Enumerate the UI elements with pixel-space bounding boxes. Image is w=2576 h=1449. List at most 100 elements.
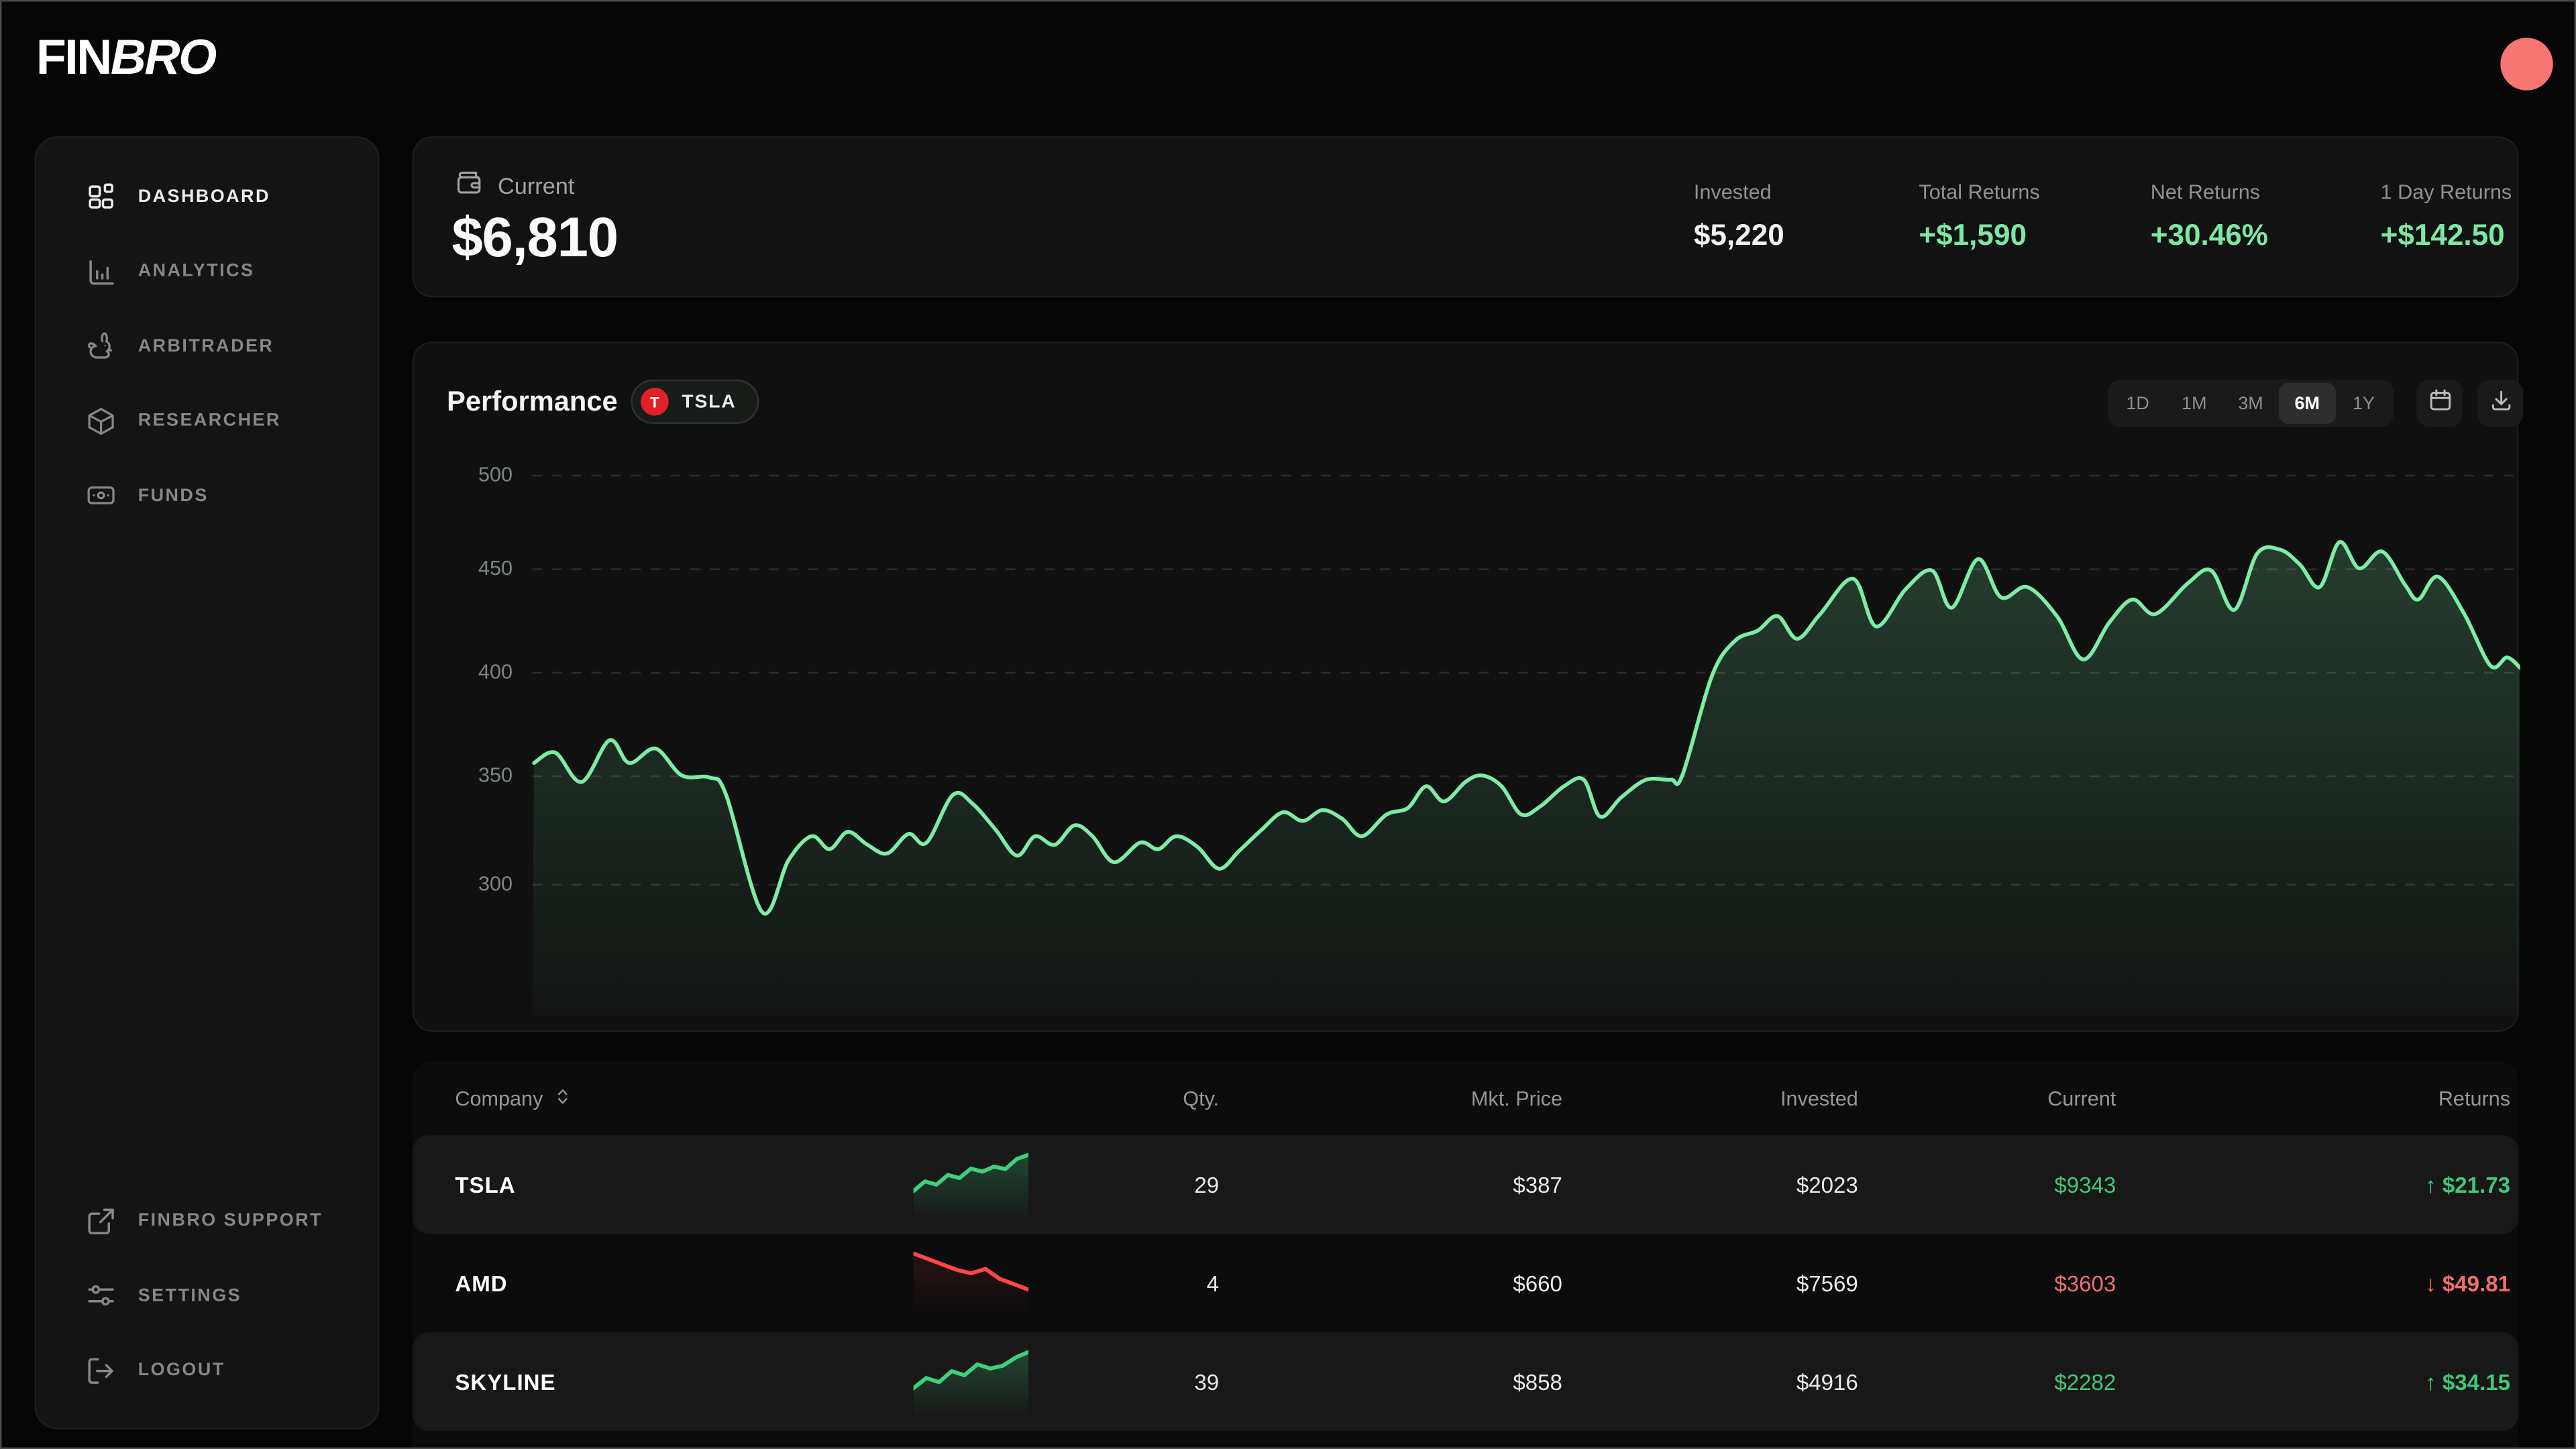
column-header-company[interactable]: Company: [455, 1087, 913, 1110]
chart-gridline: [532, 474, 2520, 477]
stat-label: Invested: [1693, 180, 1772, 204]
stat-net-returns: Net Returns +30.46%: [2151, 180, 2268, 253]
stat-1-day-returns: 1 Day Returns +$142.50: [2381, 180, 2512, 253]
wallet-icon: [455, 169, 483, 202]
column-header-mkt-price: Mkt. Price: [1470, 1087, 1562, 1110]
qty-value: 39: [1194, 1369, 1220, 1394]
stat-label: 1 Day Returns: [2380, 180, 2512, 204]
sidebar-item-label: RESEARCHER: [138, 411, 281, 431]
sidebar: DASHBOARD ANALYTICS ARBITRADER RESEARCHER FU…: [34, 136, 380, 1430]
up-arrow-icon: ↑: [2425, 1172, 2443, 1197]
market-price-value: $660: [1513, 1271, 1562, 1296]
current-value: $2282: [2054, 1369, 2116, 1394]
logout-icon: [85, 1355, 117, 1387]
rabbit-icon: [85, 331, 117, 362]
stat-label: Total Returns: [1919, 180, 2040, 204]
sidebar-item-label: DASHBOARD: [138, 186, 270, 207]
returns-value: ↑ $34.15: [2116, 1369, 2510, 1394]
sidebar-item-researcher[interactable]: RESEARCHER: [36, 384, 378, 458]
stat-value: +$142.50: [2380, 218, 2505, 252]
sliders-icon: [85, 1280, 117, 1311]
returns-amount: $21.73: [2442, 1172, 2511, 1197]
column-header-returns: Returns: [2438, 1087, 2511, 1110]
stat-value: +30.46%: [2150, 218, 2268, 252]
download-icon: [2488, 387, 2513, 420]
sidebar-item-funds[interactable]: FUNDS: [36, 458, 378, 533]
performance-title: Performance: [447, 386, 618, 418]
finbro-logo: FINBRO: [36, 31, 217, 87]
chart-gridline: [532, 672, 2520, 674]
invested-value: $4916: [1796, 1369, 1858, 1394]
sidebar-item-analytics[interactable]: ANALYTICS: [36, 234, 378, 309]
cube-icon: [85, 405, 117, 437]
sidebar-item-logout[interactable]: LOGOUT: [36, 1333, 378, 1407]
y-axis-tick-label: 300: [478, 872, 513, 896]
holdings-table: Company Qty. Mkt. Price Invested Current Retu…: [412, 1061, 2519, 1448]
current-value: $3603: [2054, 1271, 2116, 1296]
user-avatar[interactable]: [2500, 38, 2553, 91]
market-price-value: $387: [1513, 1172, 1562, 1197]
y-axis-tick-label: 400: [478, 660, 513, 684]
column-header-qty-: Qty.: [1183, 1087, 1220, 1110]
company-name: SKYLINE: [455, 1369, 556, 1394]
range-button-6m[interactable]: 6M: [2279, 382, 2336, 424]
qty-value: 4: [1206, 1271, 1220, 1296]
range-button-3m[interactable]: 3M: [2238, 393, 2263, 413]
invested-value: $7569: [1796, 1271, 1858, 1296]
download-button[interactable]: [2477, 379, 2524, 427]
sidebar-item-dashboard[interactable]: DASHBOARD: [36, 160, 378, 234]
sidebar-item-arbitrader[interactable]: ARBITRADER: [36, 309, 378, 383]
ticker-selector[interactable]: T TSLA: [631, 379, 760, 424]
range-button-1d[interactable]: 1D: [2126, 393, 2149, 413]
returns-value: ↓ $49.81: [2116, 1271, 2510, 1295]
sparkline-cell: [913, 1148, 1029, 1221]
tesla-logo-icon: T: [641, 387, 669, 416]
table-header-row: Company Qty. Mkt. Price Invested Current Retu…: [413, 1061, 2519, 1135]
ticker-symbol: TSLA: [682, 392, 737, 412]
logo-bro: BRO: [110, 31, 217, 86]
returns-value: ↑ $21.73: [2116, 1172, 2510, 1197]
table-row-tsla[interactable]: TSLA 29 $387 $2023 $9343 ↑ $21.73: [412, 1135, 2519, 1234]
current-value: $6,810: [451, 207, 619, 270]
company-name: TSLA: [455, 1172, 516, 1197]
range-button-1y[interactable]: 1Y: [2352, 393, 2375, 413]
column-header-current: Current: [2047, 1087, 2116, 1110]
sidebar-item-label: SETTINGS: [138, 1285, 242, 1306]
range-button-1m[interactable]: 1M: [2182, 393, 2207, 413]
sparkline-cell: [913, 1346, 1029, 1418]
stat-value: $5,220: [1693, 218, 1784, 252]
external-link-icon: [85, 1205, 117, 1237]
chart-gridline: [532, 775, 2520, 777]
up-arrow-icon: ↑: [2425, 1369, 2443, 1394]
sidebar-item-label: LOGOUT: [138, 1360, 225, 1381]
returns-amount: $34.15: [2442, 1369, 2511, 1394]
chart-gridline: [532, 568, 2520, 570]
down-arrow-icon: ↓: [2425, 1271, 2443, 1296]
column-header-label: Company: [455, 1087, 543, 1110]
sidebar-item-settings[interactable]: SETTINGS: [36, 1258, 378, 1333]
y-axis-tick-label: 350: [478, 763, 513, 788]
time-range-selector: 1D 1M 3M 6M 1Y: [2108, 379, 2394, 427]
dashboard-icon: [85, 181, 117, 213]
current-label: Current: [498, 172, 575, 199]
sort-icon: [553, 1087, 571, 1110]
invested-value: $2023: [1796, 1172, 1858, 1197]
price-area-chart: [532, 540, 2520, 1017]
calendar-button[interactable]: [2416, 379, 2463, 427]
sidebar-item-finbro-support[interactable]: FINBRO SUPPORT: [36, 1183, 378, 1258]
sparkline-chart: [913, 1251, 1029, 1320]
calendar-icon: [2427, 387, 2452, 420]
company-name: AMD: [455, 1271, 508, 1296]
sidebar-item-label: ANALYTICS: [138, 262, 255, 282]
sidebar-item-label: FINBRO SUPPORT: [138, 1211, 323, 1231]
table-row-amd[interactable]: AMD 4 $660 $7569 $3603 ↓ $49.81: [413, 1234, 2519, 1332]
performance-card: Performance T TSLA 1D 1M 3M 6M 1Y 500 450 400 3…: [412, 341, 2524, 1032]
stat-total-returns: Total Returns +$1,590: [1919, 180, 2039, 253]
stat-invested: Invested $5,220: [1694, 180, 1784, 253]
qty-value: 29: [1194, 1172, 1220, 1197]
current-value: $9343: [2054, 1172, 2116, 1197]
portfolio-summary-card: Current $6,810 Invested $5,220 Total Retur…: [412, 136, 2519, 298]
banknote-icon: [85, 480, 117, 512]
table-row-skyline[interactable]: SKYLINE 39 $858 $4916 $2282 ↑ $34.15: [412, 1332, 2519, 1432]
